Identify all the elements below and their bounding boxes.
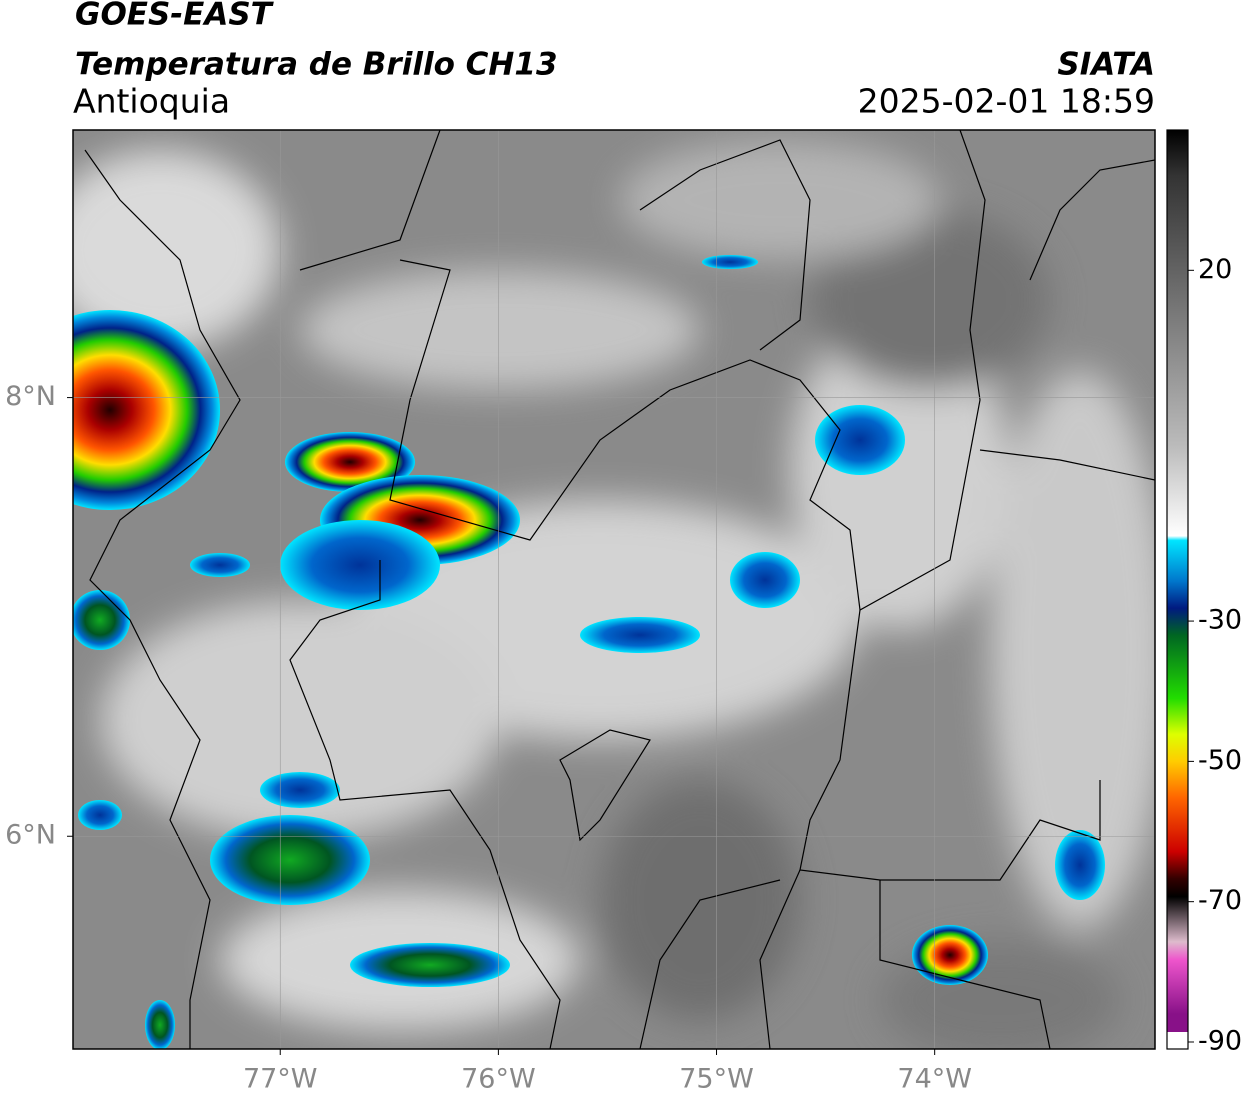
- graticule: [73, 130, 1155, 1049]
- datetime: 2025-02-01 18:59: [858, 82, 1155, 121]
- colorbar-tick-label: -90: [1198, 1025, 1242, 1056]
- title: GOES-EAST: [75, 0, 275, 33]
- lon-tick-label: 77°W: [243, 1064, 318, 1095]
- lon-tick-label: 76°W: [461, 1064, 536, 1095]
- colorbar-tick-label: 20: [1198, 254, 1232, 285]
- colorbar: [1167, 130, 1188, 1032]
- colorbar-tick-label: -50: [1198, 745, 1242, 776]
- lon-tick-label: 75°W: [679, 1064, 754, 1095]
- labels: 77°W 76°W 75°W 74°W 8°N 6°N 20 -30 -50 -70 -90: [5, 254, 1242, 1095]
- lat-tick-label: 8°N: [5, 381, 56, 412]
- region: Antioquia: [73, 82, 230, 121]
- satellite-image: [73, 130, 1155, 1049]
- lat-tick-label: 6°N: [5, 820, 56, 851]
- borders: [84, 130, 1155, 1049]
- colorbar-tick-label: -30: [1198, 605, 1242, 636]
- source: SIATA: [1057, 47, 1155, 83]
- colorbar-under: [1167, 1032, 1188, 1049]
- colorbar-tick-label: -70: [1198, 885, 1242, 916]
- lon-tick-label: 74°W: [897, 1064, 972, 1095]
- subtitle: Temperatura de Brillo CH13: [75, 47, 558, 83]
- colorbar-frame: [1166, 129, 1189, 1050]
- map-frame: [72, 129, 1156, 1050]
